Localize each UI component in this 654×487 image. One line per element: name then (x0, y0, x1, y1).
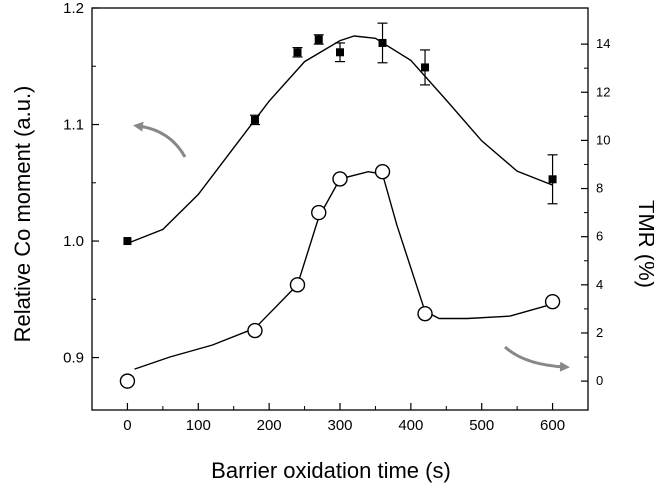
axis-ticks: 0 100 200 300 400 500 600 0.9 1.0 1.1 1.2 0 2 4 6 8 10 12… (63, 0, 610, 434)
data-point-circle (374, 163, 391, 180)
y-tick-label: 0.9 (63, 350, 84, 367)
x-tick-label: 0 (123, 417, 131, 434)
y2-tick-label: 14 (596, 36, 610, 51)
y-axis-label: Relative Co moment (a.u.) (10, 86, 35, 343)
x-tick-label: 100 (186, 417, 211, 434)
left-series-points (123, 22, 558, 246)
y2-tick-label: 12 (596, 84, 610, 99)
left-fit-line (127, 35, 553, 245)
y2-tick-label: 10 (596, 132, 610, 147)
data-point-circle (417, 306, 433, 322)
y2-tick-label: 2 (596, 325, 603, 340)
data-point-square (548, 175, 557, 184)
data-point-circle (544, 293, 561, 310)
data-point-square (336, 48, 344, 57)
y-tick-label: 1.2 (63, 0, 84, 17)
y2-tick-label: 6 (596, 229, 603, 244)
y2-tick-label: 8 (596, 181, 603, 196)
arrow-left-annotation (133, 121, 187, 158)
data-point-square (123, 237, 132, 246)
y2-tick-label: 4 (596, 277, 603, 292)
data-point-circle (119, 373, 136, 389)
data-point-circle (247, 322, 263, 339)
x-tick-label: 600 (540, 417, 565, 434)
y-tick-label: 1.0 (63, 233, 84, 250)
y2-axis-label: TMR (%) (634, 200, 654, 288)
data-point-circle (289, 277, 306, 293)
y-tick-label: 1.1 (63, 117, 84, 134)
y2-tick-label: 0 (596, 373, 603, 388)
x-tick-label: 400 (398, 417, 423, 434)
data-point-circle (332, 171, 348, 187)
data-point-square (378, 38, 387, 47)
right-series-points (119, 163, 561, 389)
right-fit-line (134, 170, 553, 370)
data-point-circle (311, 204, 327, 221)
plot-frame (91, 7, 589, 411)
x-axis-label: Barrier oxidation time (s) (211, 458, 451, 483)
left-fit-curve (127, 35, 553, 245)
data-point-square (250, 115, 259, 124)
arrow-right-annotation (503, 345, 570, 372)
x-tick-label: 200 (257, 417, 282, 434)
x-tick-label: 300 (327, 417, 352, 434)
data-point-square (293, 48, 302, 57)
x-tick-label: 500 (469, 417, 494, 434)
right-fit-curve (134, 170, 553, 370)
data-point-square (421, 63, 430, 72)
data-point-square (314, 35, 323, 44)
